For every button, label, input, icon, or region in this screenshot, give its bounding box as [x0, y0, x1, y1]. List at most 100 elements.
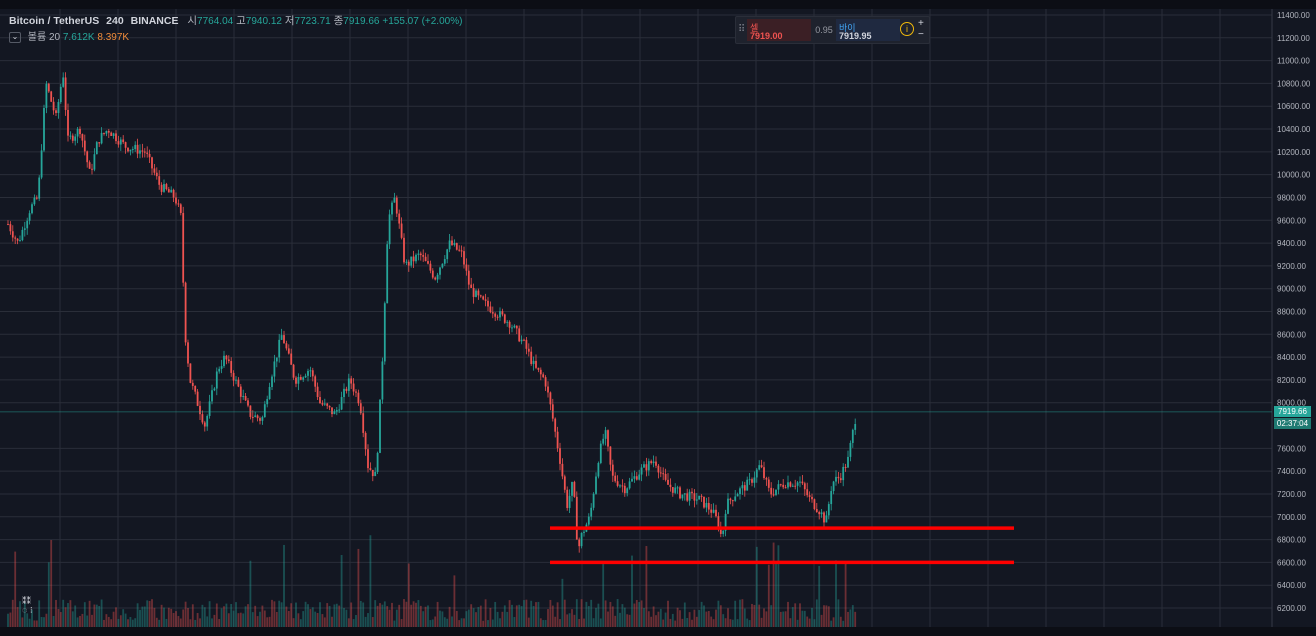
volume-bar [770, 605, 773, 627]
low-label: 저 [284, 15, 295, 27]
candle-body [242, 396, 245, 398]
volume-bar [98, 606, 101, 627]
volume-bar [19, 601, 21, 627]
candle-body [412, 256, 415, 262]
candle-body [583, 531, 585, 533]
volume-bar [506, 611, 509, 627]
y-tick-label: 10400.00 [1277, 125, 1311, 134]
price-axis[interactable]: 11400.00 11200.00 11000.00 10800.00 10600.00… [1271, 9, 1311, 627]
volume-bar [74, 605, 77, 627]
volume-bar [681, 618, 684, 627]
volume-bar [297, 613, 300, 627]
volume-bar [837, 599, 840, 627]
volume-bar [247, 604, 249, 627]
candle-body [755, 469, 758, 478]
y-tick-label: 6200.00 [1277, 604, 1306, 613]
price-candles[interactable] [7, 72, 857, 553]
candle-body [249, 405, 252, 417]
candle-body [542, 374, 545, 378]
candle-body [640, 467, 643, 475]
volume-bar [244, 606, 247, 627]
candle-body [273, 361, 276, 377]
volume-bar [383, 601, 386, 627]
candle-body [779, 484, 782, 486]
volume-bar [705, 611, 708, 627]
y-tick-label: 6600.00 [1277, 558, 1306, 567]
volume-bar [470, 604, 473, 627]
volume-bar [381, 604, 384, 627]
volume-bar [825, 605, 828, 627]
minus-button[interactable]: − [918, 29, 924, 40]
volume-bar [599, 618, 602, 627]
candle-body [547, 386, 549, 393]
candle-body [218, 368, 221, 372]
candle-body [683, 493, 686, 495]
volume-bar [311, 607, 314, 627]
info-icon[interactable]: i [900, 22, 914, 36]
volume-bar [659, 608, 662, 627]
change-value: +155.07 (+2.00%) [382, 16, 463, 27]
candle-body [758, 465, 761, 470]
volume-bar [715, 609, 717, 627]
volume-bar [196, 613, 199, 627]
volume-bar [160, 604, 163, 627]
candle-body [179, 204, 182, 213]
drag-handle-icon[interactable]: ⠿ [738, 24, 746, 35]
volume-bar [177, 616, 180, 627]
candle-body [256, 415, 259, 419]
candle-body [712, 509, 715, 513]
volume-bar [679, 610, 681, 627]
chevron-down-icon[interactable]: ⌄ [9, 31, 21, 43]
volume-bar [263, 610, 266, 627]
trade-panel[interactable]: ⠿ 셀 7919.00 0.95 바이 7919.95 i + − [735, 16, 930, 44]
volume-bar [287, 610, 290, 627]
volume-bar [431, 619, 434, 627]
volume-bar [410, 604, 413, 627]
spread-value: 0.95 [815, 25, 833, 35]
volume-bar [218, 619, 221, 627]
sell-button[interactable]: 셀 7919.00 [747, 19, 811, 41]
candle-body [124, 142, 127, 148]
candle-body [230, 361, 233, 373]
volume-bar [369, 535, 372, 627]
candle-body [604, 430, 607, 439]
volume-bar [407, 563, 410, 627]
volume-bar [391, 602, 393, 627]
candle-body [74, 136, 77, 141]
volume-bar [484, 599, 487, 627]
volume-bar [523, 600, 525, 627]
candle-body [134, 144, 137, 149]
candle-body [189, 363, 192, 383]
buy-button[interactable]: 바이 7919.95 [836, 19, 900, 41]
volume-bar [760, 617, 763, 627]
plus-button[interactable]: + [918, 18, 924, 29]
volume-bar [542, 620, 545, 627]
candle-body [523, 339, 525, 341]
candle-body [67, 109, 69, 136]
volume-bar [491, 619, 494, 627]
candle-body [266, 399, 269, 405]
candle-body [127, 147, 129, 152]
volume-bar [295, 602, 297, 627]
candle-body [309, 370, 312, 372]
volume-legend[interactable]: ⌄ 볼륨 20 7.612K 8.397K [9, 28, 129, 43]
volume-bar [62, 599, 65, 627]
candle-body [796, 482, 799, 486]
candle-body [491, 312, 494, 314]
volume-bar [335, 603, 338, 627]
volume-bar [439, 610, 441, 627]
candle-body [616, 481, 619, 486]
volume-bar [813, 619, 816, 627]
volume-bar [434, 616, 437, 627]
volume-bar [45, 613, 48, 627]
candle-body [614, 475, 617, 482]
support-lines[interactable] [550, 526, 1014, 565]
volume-bar [134, 618, 137, 627]
volume-bar [669, 618, 672, 627]
candle-body [763, 467, 765, 479]
volume-bar [585, 601, 588, 627]
candle-body [724, 513, 727, 531]
symbol-legend[interactable]: Bitcoin / TetherUS 240 BINANCE 시7764.04 … [9, 13, 462, 28]
volume-bar [724, 618, 727, 627]
